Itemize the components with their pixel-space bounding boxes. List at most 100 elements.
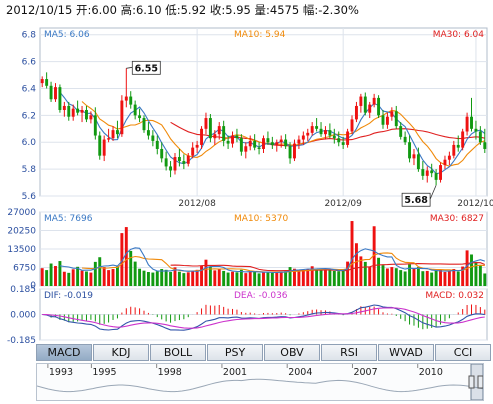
candle <box>315 118 319 132</box>
candle-body <box>465 116 469 132</box>
navigator-svg[interactable]: 1993 1995 1998 2001 2004 2007 2010 <box>37 364 483 400</box>
tab-obv[interactable]: OBV <box>264 344 320 361</box>
legend-vol-ma30: MA30: 6827 <box>430 214 484 224</box>
candle-body <box>359 96 363 106</box>
candle <box>186 152 190 167</box>
candle-body <box>452 144 456 156</box>
candle <box>350 115 354 135</box>
volume-bar <box>54 265 57 286</box>
tab-kdj[interactable]: KDJ <box>93 344 149 361</box>
candle <box>323 126 327 140</box>
candle <box>58 84 62 113</box>
volume-bar <box>93 261 97 286</box>
volume-tick-label: 13500 <box>7 245 36 255</box>
candle-body <box>483 142 487 149</box>
candle-body <box>177 157 181 162</box>
stock-chart[interactable]: 5.6 5.8 6.0 6.2 6.4 6.6 6.8 2012/08 2012/09 2012/… <box>0 0 493 345</box>
candle <box>89 111 93 124</box>
tab-wvad[interactable]: WVAD <box>378 344 434 361</box>
navigator-year-label: 2001 <box>223 367 247 378</box>
tab-rsi[interactable]: RSI <box>321 344 377 361</box>
volume-bar <box>124 227 128 286</box>
annotation-pointer <box>429 185 437 200</box>
legend-vol-ma5: MA5: 7696 <box>44 214 93 224</box>
candle <box>85 105 88 123</box>
quote-header: 2012/10/15 开:6.00 高:6.10 低:5.92 收:5.95 量… <box>6 2 359 18</box>
indicator-tabs: MACD KDJ BOLL PSY OBV RSI WVAD CCI <box>36 344 492 361</box>
candle-body <box>328 130 332 136</box>
tab-macd[interactable]: MACD <box>36 344 92 361</box>
candle-body <box>270 142 274 145</box>
navigator-overview-line <box>37 378 483 393</box>
volume-bar <box>182 273 186 286</box>
annotation-box <box>131 60 161 75</box>
candle-body <box>461 131 465 148</box>
volume-bar <box>470 254 473 286</box>
candle <box>253 134 257 151</box>
volume-tick-label: 20250 <box>7 227 36 237</box>
candle <box>235 128 239 143</box>
candle-body <box>124 96 128 101</box>
volume-bar <box>177 271 181 286</box>
candle <box>257 142 261 155</box>
price-tick-label: 6.2 <box>22 111 36 121</box>
candle <box>262 135 265 153</box>
candle-body <box>478 131 482 143</box>
candle-body <box>315 126 319 129</box>
volume-bar <box>332 270 336 286</box>
candle-body <box>394 111 398 127</box>
candle-body <box>434 173 438 180</box>
volume-bar <box>102 267 106 286</box>
volume-bar <box>301 269 305 286</box>
navigator-year-label: 2004 <box>288 367 312 378</box>
price-tick-label: 6.8 <box>22 31 37 41</box>
candle-body <box>222 126 226 141</box>
volume-bar <box>231 271 234 286</box>
candle-body <box>151 135 155 141</box>
candle <box>412 148 416 166</box>
volume-bar <box>394 268 398 286</box>
candle-body <box>111 130 115 139</box>
volume-bar <box>169 272 173 286</box>
annotation-label: 6.55 <box>135 63 158 74</box>
candle-body <box>182 161 186 164</box>
candle <box>169 161 173 178</box>
range-navigator[interactable]: 1993 1995 1998 2001 2004 2007 2010 <box>36 363 484 401</box>
volume-bar <box>195 269 199 286</box>
tab-psy[interactable]: PSY <box>207 344 263 361</box>
volume-bar <box>80 270 84 286</box>
candle <box>483 128 487 153</box>
candle <box>226 135 230 149</box>
volume-bar <box>293 268 296 286</box>
volume-bar <box>151 272 155 286</box>
volume-bar <box>337 271 341 286</box>
candle-body <box>257 147 261 149</box>
candle-body <box>279 139 283 143</box>
candle-body <box>191 147 195 156</box>
volume-bar <box>408 264 412 286</box>
candle <box>107 128 111 143</box>
open-value: 6.00 <box>91 3 117 17</box>
candle-body <box>40 79 44 84</box>
candle <box>217 122 221 140</box>
candle <box>151 130 155 147</box>
volume-bar <box>226 272 230 286</box>
candle <box>146 122 150 140</box>
tab-boll[interactable]: BOLL <box>150 344 206 361</box>
candle <box>270 136 274 149</box>
candle <box>284 134 288 149</box>
candle <box>452 140 456 159</box>
candle <box>470 97 473 132</box>
candle-body <box>62 105 66 110</box>
candle <box>195 140 199 153</box>
volume-ma30-line <box>170 262 486 272</box>
volume-bar <box>315 268 319 286</box>
volume-bar <box>421 271 425 286</box>
volume-bar <box>474 261 478 286</box>
volume-bar <box>354 243 358 286</box>
quote-date: 2012/10/15 <box>6 3 73 17</box>
legend-dif: DIF: -0.019 <box>44 291 93 301</box>
tab-cci[interactable]: CCI <box>435 344 491 361</box>
volume-bar <box>155 271 159 286</box>
candle <box>439 162 442 183</box>
